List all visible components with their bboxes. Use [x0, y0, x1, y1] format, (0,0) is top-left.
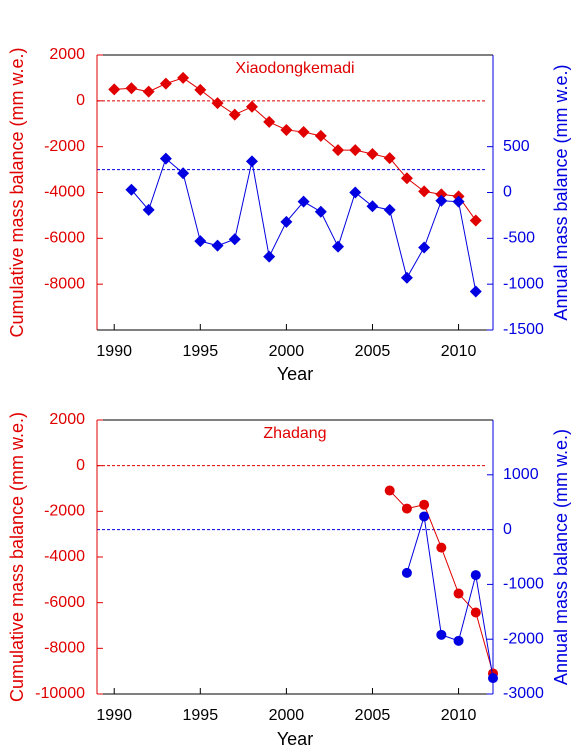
series-line	[114, 77, 477, 221]
marker	[349, 186, 362, 199]
y-tick-label: -2000	[44, 503, 85, 520]
y-tick-label: 2000	[49, 411, 85, 428]
y-tick-label: 2000	[49, 46, 85, 63]
series-line	[406, 516, 494, 679]
y-tick-label: 0	[76, 457, 85, 474]
marker	[470, 570, 481, 581]
x-tick-label: 2005	[355, 343, 391, 360]
marker	[366, 200, 379, 213]
marker	[383, 152, 396, 165]
marker	[332, 144, 345, 157]
marker	[125, 82, 138, 95]
marker	[383, 203, 396, 216]
marker	[263, 250, 276, 263]
x-tick-label: 1990	[96, 707, 132, 724]
marker	[366, 148, 379, 160]
marker	[280, 215, 293, 228]
marker	[159, 77, 172, 90]
x-tick-label: 2000	[269, 343, 305, 360]
y2-tick-label: -1500	[503, 321, 544, 338]
marker	[418, 185, 431, 198]
y2-tick-label: 0	[503, 521, 512, 538]
marker	[384, 485, 395, 496]
y2-tick-label: 1000	[503, 466, 539, 483]
marker	[400, 172, 413, 185]
marker	[177, 71, 190, 84]
marker	[436, 629, 447, 640]
marker	[297, 195, 310, 208]
y-axis-label: Cumulative mass balance (mm w.e.)	[7, 412, 27, 702]
marker	[469, 214, 482, 227]
marker	[401, 503, 412, 514]
y2-tick-label: 0	[503, 184, 512, 201]
y-tick-label: -10000	[35, 685, 85, 702]
marker	[419, 499, 430, 510]
y2-tick-label: -1000	[503, 576, 544, 593]
marker	[228, 233, 241, 246]
y2-tick-label: 500	[503, 138, 530, 155]
marker	[125, 183, 138, 196]
marker	[314, 205, 327, 218]
marker	[159, 152, 172, 165]
marker	[280, 123, 293, 136]
y-tick-label: -6000	[44, 230, 85, 247]
marker	[435, 188, 448, 201]
y-tick-label: -8000	[44, 640, 85, 657]
marker	[435, 194, 448, 207]
y2-tick-label: -500	[503, 230, 535, 247]
marker	[453, 588, 464, 599]
marker	[245, 155, 258, 168]
marker	[108, 83, 121, 96]
y-tick-label: -8000	[44, 275, 85, 292]
marker	[400, 271, 413, 284]
marker	[314, 129, 327, 142]
y2-axis-label: Annual mass balance (mm w.e.)	[551, 64, 571, 320]
chart-title: Xiaodongkemadi	[235, 60, 354, 77]
marker	[332, 240, 345, 253]
marker	[194, 235, 207, 248]
y-tick-label: 0	[76, 92, 85, 109]
marker	[470, 607, 481, 618]
marker	[436, 542, 447, 553]
marker	[142, 85, 155, 98]
y2-axis-label: Annual mass balance (mm w.e.)	[551, 429, 571, 685]
marker	[142, 203, 155, 216]
marker	[228, 108, 241, 121]
x-axis-label: Year	[277, 729, 313, 749]
x-axis-label: Year	[277, 364, 313, 384]
marker	[469, 285, 482, 298]
marker	[211, 239, 224, 252]
x-tick-label: 2010	[441, 707, 477, 724]
marker	[297, 126, 310, 138]
marker	[419, 511, 430, 522]
x-tick-label: 2005	[355, 707, 391, 724]
marker	[349, 144, 362, 157]
series-line	[389, 490, 494, 674]
marker	[194, 83, 207, 96]
y2-tick-label: -2000	[503, 630, 544, 647]
y-tick-label: -4000	[44, 548, 85, 565]
marker	[453, 635, 464, 646]
y2-tick-label: -1000	[503, 275, 544, 292]
marker	[418, 241, 431, 254]
x-tick-label: 1995	[183, 343, 219, 360]
marker	[452, 195, 465, 208]
y-tick-label: -6000	[44, 594, 85, 611]
marker	[488, 673, 498, 684]
y2-tick-label: -3000	[503, 685, 544, 702]
x-tick-label: 1990	[96, 343, 132, 360]
x-tick-label: 2010	[441, 343, 477, 360]
x-tick-label: 2000	[269, 707, 305, 724]
x-tick-label: 1995	[183, 707, 219, 724]
chart-title: Zhadang	[263, 425, 326, 442]
marker	[211, 97, 224, 110]
y-tick-label: -2000	[44, 138, 85, 155]
marker	[401, 567, 412, 578]
y-axis-label: Cumulative mass balance (mm w.e.)	[7, 47, 27, 337]
marker	[245, 100, 258, 113]
y-tick-label: -4000	[44, 184, 85, 201]
marker	[263, 115, 276, 128]
marker	[177, 167, 190, 180]
